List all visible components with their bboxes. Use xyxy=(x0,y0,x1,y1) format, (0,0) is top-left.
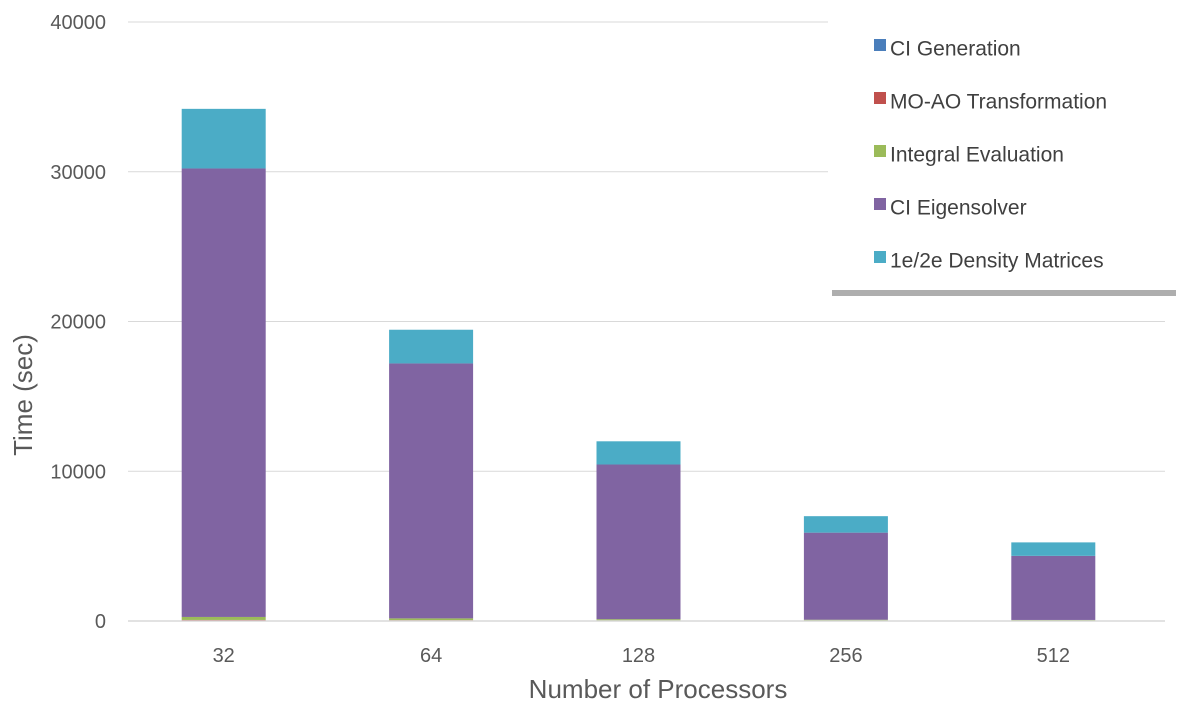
x-tick-label: 128 xyxy=(622,645,655,667)
bar-segment xyxy=(803,532,888,620)
y-axis-ticks: 0 10000 20000 30000 40000 xyxy=(50,12,106,633)
legend-label: 1e/2e Density Matrices xyxy=(890,250,1104,273)
bar-segment xyxy=(596,441,681,465)
legend-swatch xyxy=(874,39,886,51)
y-tick-label: 40000 xyxy=(50,12,106,34)
legend-swatch xyxy=(874,145,886,157)
legend-swatch xyxy=(874,92,886,104)
x-axis-title: Number of Processors xyxy=(529,674,788,704)
legend-label: CI Eigensolver xyxy=(890,197,1027,220)
x-tick-label: 64 xyxy=(420,645,442,667)
bar-segment xyxy=(596,619,681,621)
x-tick-label: 512 xyxy=(1037,645,1070,667)
y-tick-label: 30000 xyxy=(50,162,106,184)
legend: CI Generation MO-AO Transformation Integra… xyxy=(828,8,1176,296)
legend-label: CI Generation xyxy=(890,38,1021,61)
legend-swatch xyxy=(874,198,886,210)
x-axis-ticks: 32 64 128 256 512 xyxy=(213,645,1070,667)
bars xyxy=(181,108,1096,621)
legend-label: Integral Evaluation xyxy=(890,144,1064,167)
bar-segment xyxy=(389,618,474,621)
legend-label: MO-AO Transformation xyxy=(890,91,1107,114)
bar-segment xyxy=(181,108,266,169)
x-tick-label: 256 xyxy=(829,645,862,667)
legend-shadow xyxy=(832,290,1176,296)
bar-segment xyxy=(181,168,266,617)
y-tick-label: 10000 xyxy=(50,461,106,483)
y-axis-title: Time (sec) xyxy=(8,334,38,456)
y-tick-label: 20000 xyxy=(50,312,106,334)
bar-segment xyxy=(389,363,474,619)
bar-segment xyxy=(389,329,474,364)
bar-segment xyxy=(181,616,266,620)
y-tick-label: 0 xyxy=(95,611,106,633)
bar-segment xyxy=(1011,555,1096,620)
legend-swatch xyxy=(874,251,886,263)
bar-segment xyxy=(1011,542,1096,556)
x-tick-label: 32 xyxy=(213,645,235,667)
bar-segment xyxy=(596,464,681,620)
bar-segment xyxy=(803,619,888,621)
bar-segment xyxy=(803,516,888,533)
